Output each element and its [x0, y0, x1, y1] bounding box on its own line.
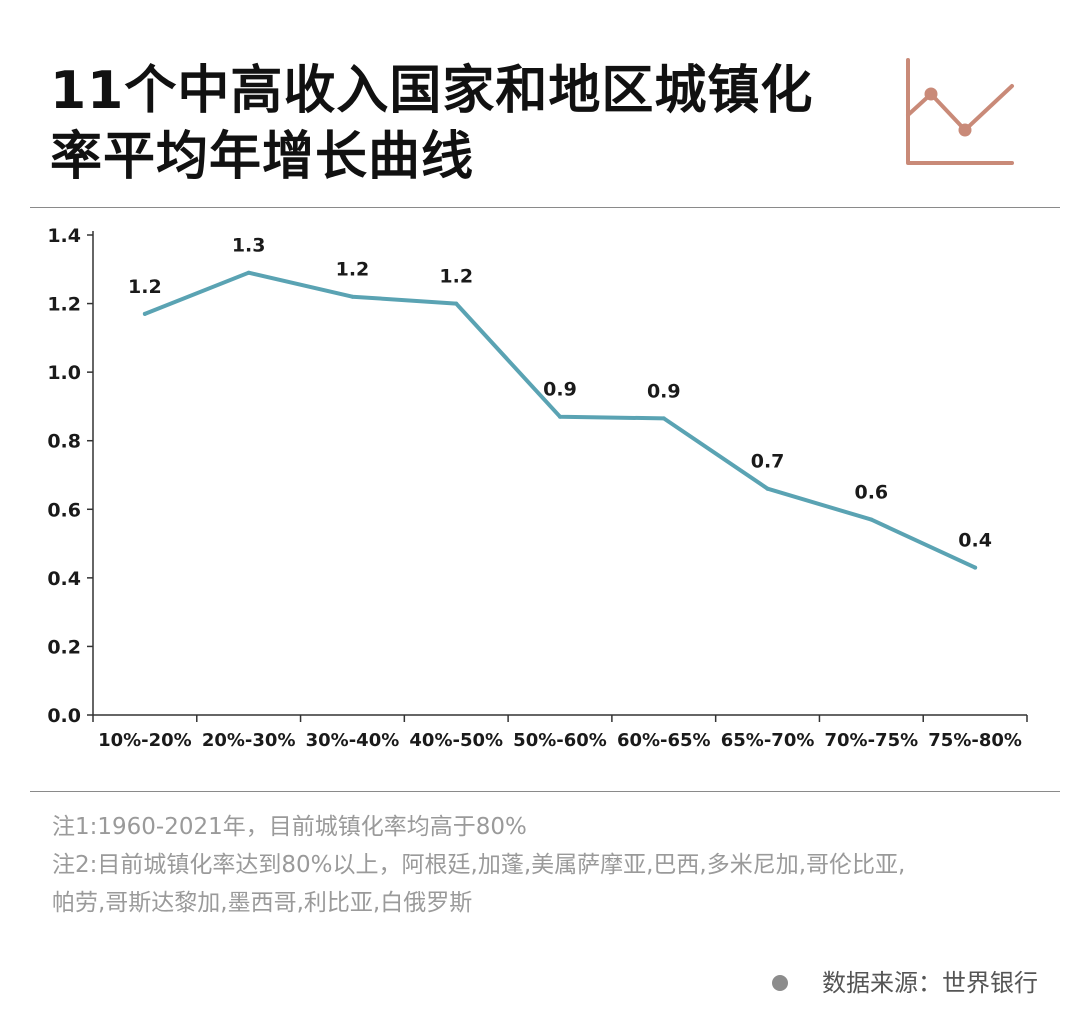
- title-line-2: 率平均年增长曲线: [50, 127, 475, 187]
- data-label: 1.2: [128, 276, 162, 298]
- data-point: [142, 311, 147, 316]
- data-label: 1.2: [439, 266, 473, 288]
- y-tick-label: 0.6: [47, 499, 81, 521]
- title-line-1: 11个中高收入国家和地区城镇化: [50, 61, 814, 121]
- line-chart: 0.0 0.2 0.4 0.6 0.8 1.0 1.2 1.4 10%-20% 20%-30% 3…: [47, 225, 1028, 751]
- series-line: [142, 270, 978, 570]
- data-point: [973, 565, 978, 570]
- data-source: 数据来源：世界银行: [772, 965, 1038, 1001]
- data-label: 0.7: [751, 451, 785, 473]
- y-tick-label: 0.2: [47, 636, 81, 658]
- y-tick-label: 0.4: [47, 568, 81, 590]
- note-2: 注2:目前城镇化率达到80%以上，阿根廷,加蓬,美属萨摩亚,巴西,多米尼加,哥伦…: [52, 852, 906, 878]
- x-tick-label: 50%-60%: [513, 730, 607, 751]
- data-label: 0.6: [854, 482, 888, 504]
- footer-divider: [30, 791, 1060, 792]
- data-point: [558, 414, 562, 419]
- x-tick-label: 70%-75%: [825, 730, 919, 751]
- notes: 注1:1960-2021年，目前城镇化率均高于80% 注2:目前城镇化率达到80…: [52, 808, 1052, 922]
- data-label: 0.9: [647, 380, 681, 402]
- data-point: [350, 294, 355, 299]
- x-tick-label: 60%-65%: [617, 730, 711, 751]
- data-source-text: 数据来源：世界银行: [822, 969, 1038, 997]
- data-label: 0.9: [543, 379, 577, 401]
- bullet-icon: [772, 975, 788, 991]
- y-tick-label: 1.4: [47, 225, 81, 247]
- y-axis: 0.0 0.2 0.4 0.6 0.8 1.0 1.2 1.4: [47, 225, 94, 727]
- y-tick-label: 0.0: [47, 705, 81, 727]
- data-labels: 1.2 1.3 1.2 1.2 0.9 0.9 0.7 0.6 0.4: [128, 235, 992, 552]
- line-chart-icon: [906, 58, 1014, 165]
- note-1: 注1:1960-2021年，目前城镇化率均高于80%: [52, 814, 527, 840]
- data-point: [246, 270, 251, 275]
- note-2-continued: 帕劳,哥斯达黎加,墨西哥,利比亚,白俄罗斯: [52, 890, 473, 916]
- header-divider: [30, 207, 1060, 208]
- y-tick-label: 1.2: [47, 294, 81, 316]
- data-label: 0.4: [958, 530, 992, 552]
- y-tick-label: 0.8: [47, 431, 81, 453]
- x-tick-label: 40%-50%: [409, 730, 503, 751]
- page-title: 11个中高收入国家和地区城镇化 率平均年增长曲线: [50, 58, 850, 190]
- x-tick-label: 65%-70%: [721, 730, 815, 751]
- data-point: [454, 301, 459, 306]
- x-tick-label: 75%-80%: [928, 730, 1022, 751]
- x-tick-label: 10%-20%: [98, 730, 192, 751]
- data-label: 1.2: [336, 259, 370, 281]
- data-point: [869, 517, 874, 522]
- x-tick-label: 20%-30%: [202, 730, 296, 751]
- x-axis: 10%-20% 20%-30% 30%-40% 40%-50% 50%-60% 60%-6…: [92, 714, 1028, 751]
- y-tick-label: 1.0: [47, 362, 81, 384]
- data-label: 1.3: [232, 235, 266, 257]
- data-point: [765, 486, 770, 491]
- series-urbanization-growth: [142, 270, 978, 570]
- data-point: [661, 416, 666, 421]
- x-tick-label: 30%-40%: [306, 730, 400, 751]
